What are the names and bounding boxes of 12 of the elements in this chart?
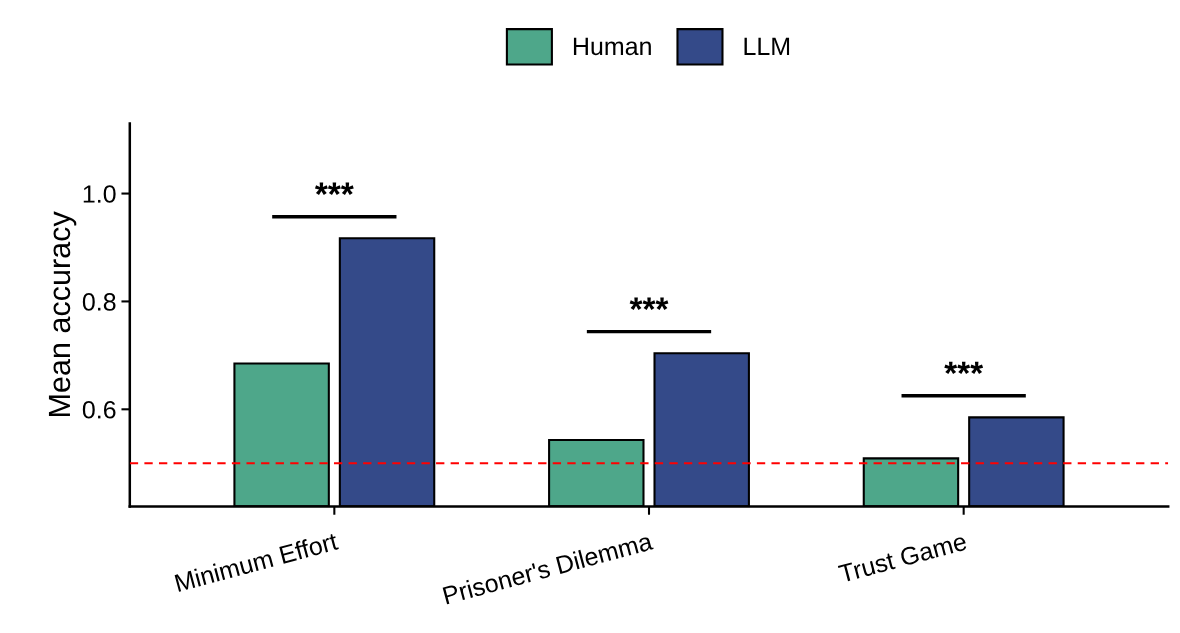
x-tick-label: Prisoner's Dilemma [442, 531, 654, 605]
y-tick-label: 1.0 [83, 185, 116, 203]
y-tick-label: 0.6 [82, 400, 116, 419]
x-tick-label: Trust Game [837, 532, 968, 583]
legend-label: LLM [744, 37, 790, 55]
x-tick-label: Minimum Effort [174, 531, 339, 592]
y-tick-label: 0.8 [82, 293, 116, 311]
annotation: *** [944, 361, 984, 375]
legend-label: Human [573, 37, 651, 56]
annotation: *** [314, 182, 354, 195]
y-axis-title: Mean accuracy [48, 211, 77, 416]
annotation: *** [629, 297, 669, 310]
